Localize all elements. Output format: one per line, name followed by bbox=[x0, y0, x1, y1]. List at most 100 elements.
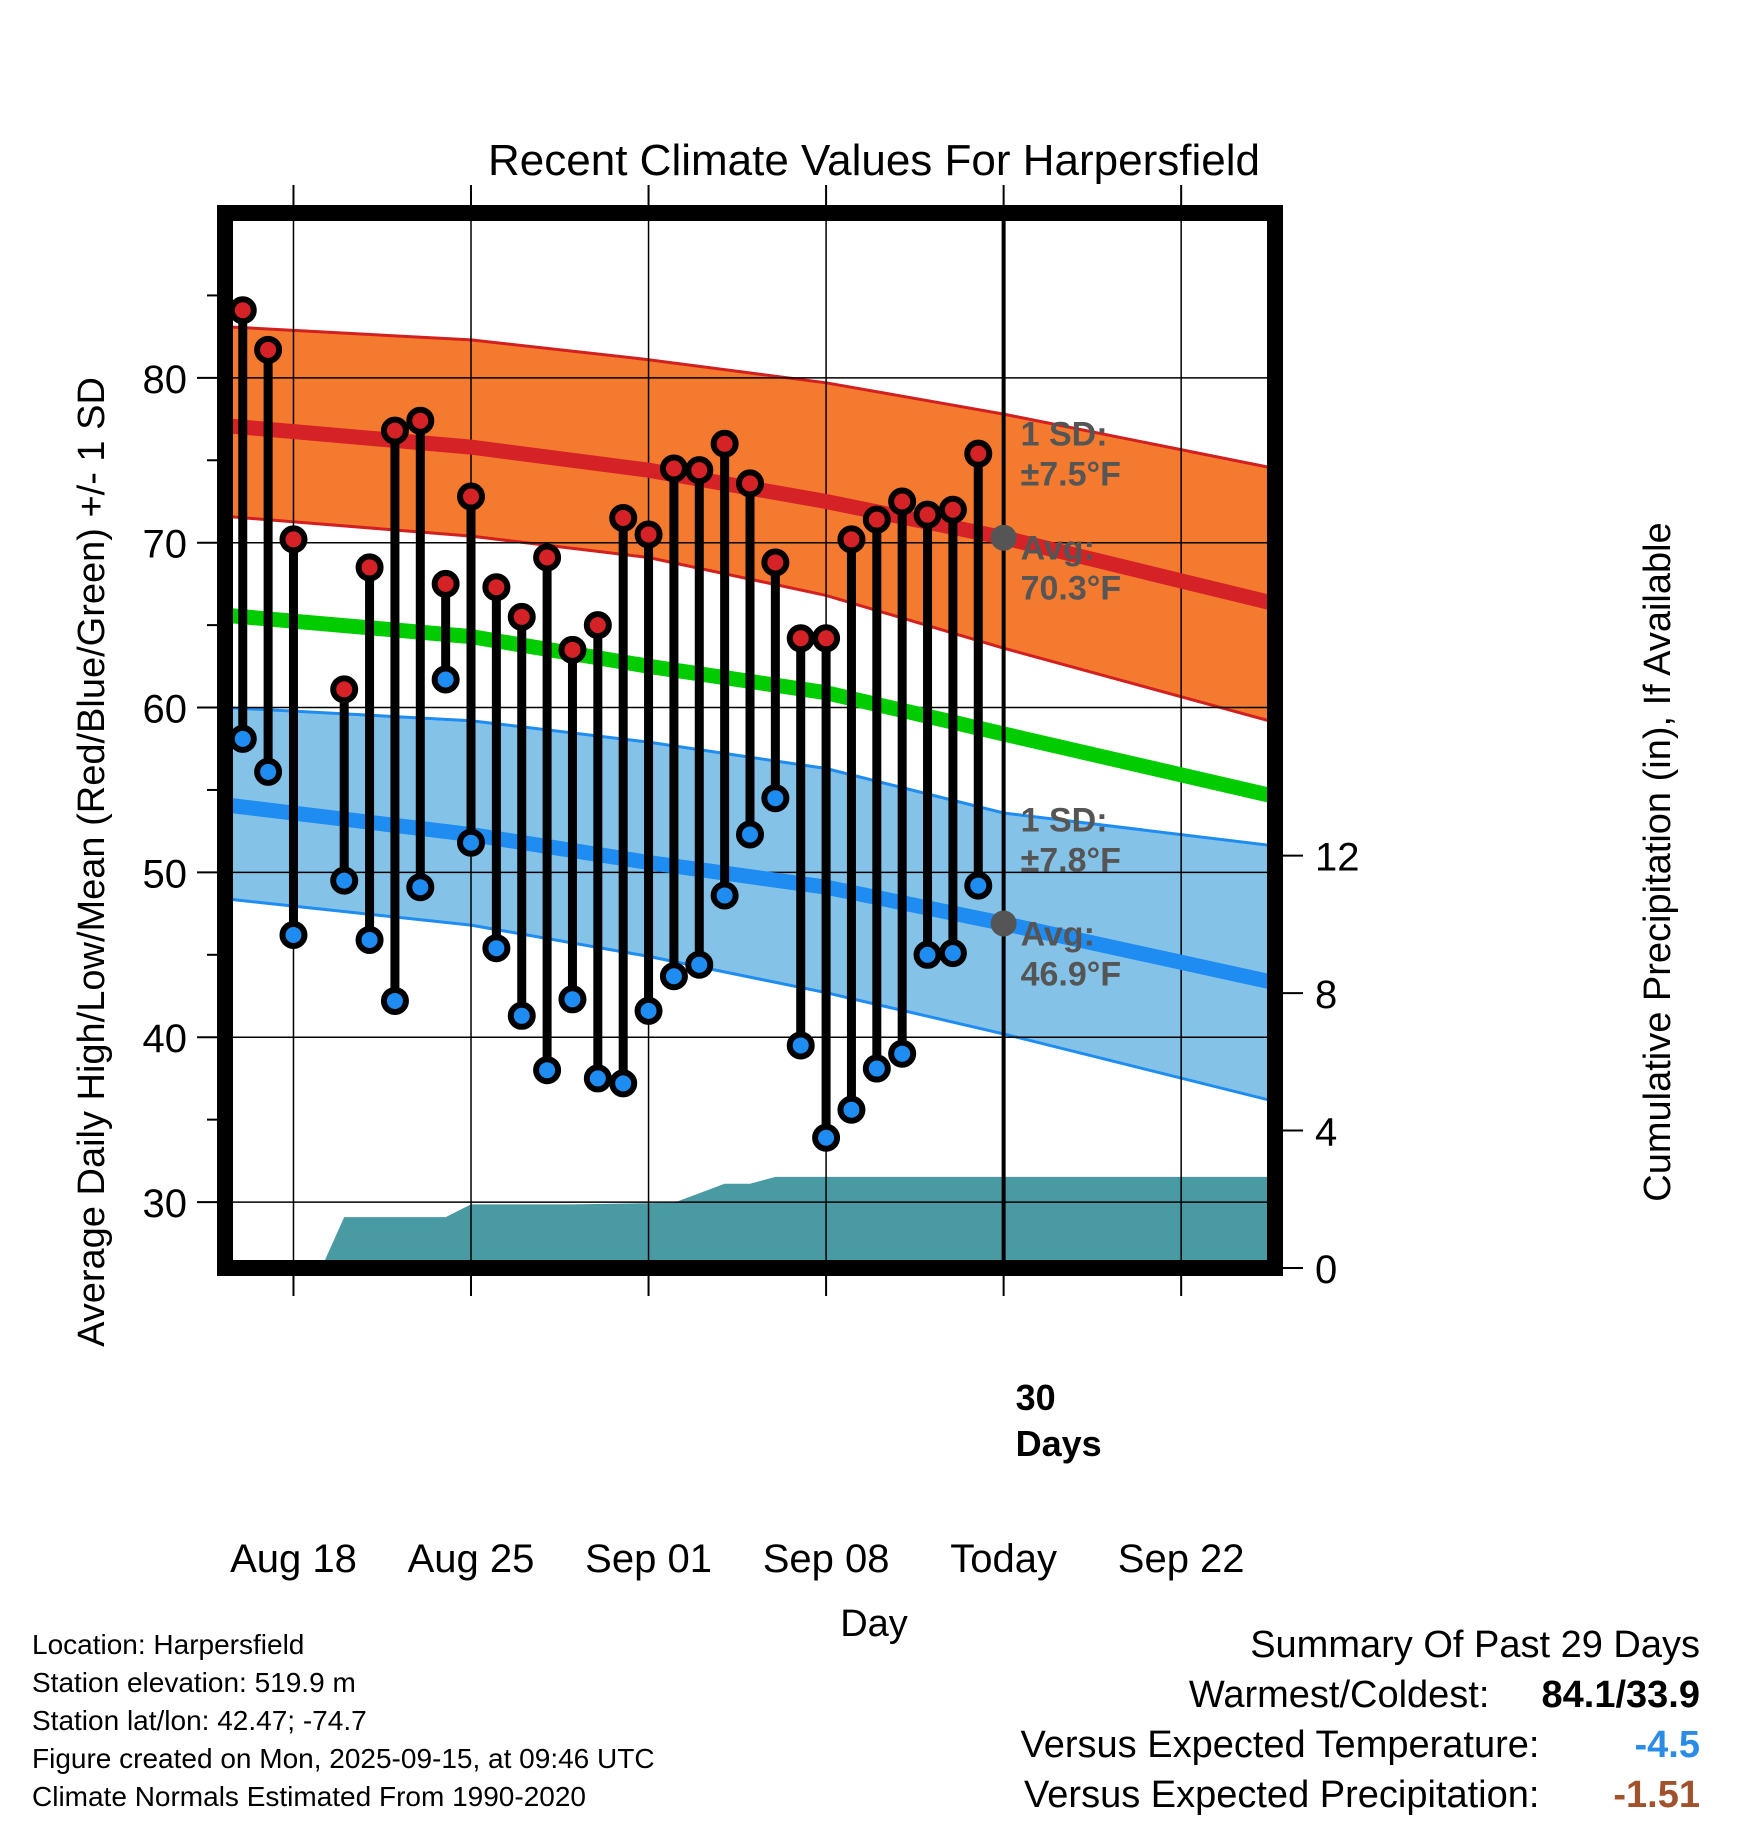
footer-created: Figure created on Mon, 2025-09-15, at 09… bbox=[32, 1743, 655, 1774]
obs-high-dot bbox=[964, 439, 993, 468]
x-tick-label: Sep 22 bbox=[1118, 1537, 1245, 1581]
plot-frame bbox=[217, 205, 1283, 1276]
x-tick-label: Aug 25 bbox=[408, 1537, 535, 1581]
obs-high-dot bbox=[558, 635, 587, 664]
y2-tick-label: 12 bbox=[1315, 836, 1360, 880]
obs-high-dot bbox=[330, 675, 359, 704]
obs-high-dot bbox=[457, 482, 486, 511]
obs-low-dot bbox=[659, 962, 688, 991]
obs-high-dot bbox=[254, 335, 283, 364]
x-tick-label: Sep 08 bbox=[763, 1537, 890, 1581]
obs-high-dot bbox=[355, 553, 384, 582]
y2-tick-label: 4 bbox=[1315, 1111, 1337, 1155]
high-sd-band-lower-edge bbox=[225, 514, 1275, 724]
obs-high-dot bbox=[837, 525, 866, 554]
obs-high-dot bbox=[533, 543, 562, 572]
y-tick-label: 50 bbox=[143, 852, 188, 896]
y-axis-label: Average Daily High/Low/Mean (Red/Blue/Gr… bbox=[71, 377, 113, 1347]
axes: 30 40 50 60 70 80 0 4 8 12 Aug 18 Aug 25 Sep 01 Sep 0… bbox=[143, 185, 1360, 1581]
obs-low-dot bbox=[355, 925, 384, 954]
low-sd-band bbox=[225, 707, 1275, 1102]
obs-high-dot bbox=[431, 569, 460, 598]
y2-tick-label: 8 bbox=[1315, 973, 1337, 1017]
summary-warmest-row: Warmest/Coldest: 84.1/33.9 bbox=[1021, 1670, 1700, 1720]
low-annotation-1: ±7.8°F bbox=[1021, 841, 1121, 879]
low-sd-band-lower-edge bbox=[225, 897, 1275, 1103]
y-tick-label: 80 bbox=[143, 358, 188, 402]
obs-high-dot bbox=[938, 495, 967, 524]
low-avg-marker bbox=[990, 910, 1017, 937]
obs-low-dot bbox=[761, 784, 790, 813]
obs-low-dot bbox=[685, 950, 714, 979]
high-annotation-3: 70.3°F bbox=[1021, 570, 1122, 608]
footer-normals: Climate Normals Estimated From 1990-2020 bbox=[32, 1781, 586, 1812]
obs-low-dot bbox=[786, 1031, 815, 1060]
footer-latlon: Station lat/lon: 42.47; -74.7 bbox=[32, 1705, 367, 1736]
obs-low-dot bbox=[431, 665, 460, 694]
obs-low-dot bbox=[837, 1095, 866, 1124]
high-annotation-2: Avg: bbox=[1021, 530, 1095, 568]
low-annotation-2: Avg: bbox=[1021, 915, 1095, 953]
obs-high-dot bbox=[812, 624, 841, 653]
chart-title: Recent Climate Values For Harpersfield bbox=[488, 136, 1260, 185]
plot-content bbox=[225, 213, 1275, 1268]
obs-low-dot bbox=[583, 1064, 612, 1093]
high-annotation-1: ±7.5°F bbox=[1021, 456, 1121, 494]
footer-location: Location: Harpersfield bbox=[32, 1629, 305, 1660]
obs-low-dot bbox=[406, 873, 435, 902]
obs-high-dot bbox=[609, 503, 638, 532]
obs-high-dot bbox=[659, 454, 688, 483]
obs-low-dot bbox=[938, 939, 967, 968]
obs-low-dot bbox=[558, 985, 587, 1014]
obs-low-dot bbox=[380, 986, 409, 1015]
obs-low-dot bbox=[812, 1123, 841, 1152]
y2-axis-label: Cumulative Precipitation (in), If Availa… bbox=[1637, 522, 1679, 1201]
obs-high-dot bbox=[685, 456, 714, 485]
x-tick-label: Aug 18 bbox=[230, 1537, 357, 1581]
obs-low-dot bbox=[228, 724, 257, 753]
mean-line bbox=[225, 607, 1275, 804]
obs-low-dot bbox=[609, 1069, 638, 1098]
summary-title: Summary Of Past 29 Days bbox=[1250, 1624, 1700, 1666]
obs-high-dot bbox=[862, 505, 891, 534]
y-tick-label: 70 bbox=[143, 523, 188, 567]
obs-high-dot bbox=[710, 429, 739, 458]
obs-low-dot bbox=[279, 921, 308, 950]
summary-warmest-value: 84.1/33.9 bbox=[1541, 1674, 1700, 1716]
obs-high-dot bbox=[888, 487, 917, 516]
obs-high-dot bbox=[634, 520, 663, 549]
obs-low-dot bbox=[888, 1039, 917, 1068]
obs-low-dot bbox=[634, 996, 663, 1025]
x-axis-label: Day bbox=[840, 1603, 908, 1645]
obs-low-dot bbox=[507, 1001, 536, 1030]
low-sd-band-upper-edge bbox=[225, 706, 1275, 848]
y-tick-label: 60 bbox=[143, 688, 188, 732]
obs-high-dot bbox=[761, 548, 790, 577]
obs-high-dot bbox=[507, 602, 536, 631]
obs-high-dot bbox=[913, 500, 942, 529]
y2-tick-label: 0 bbox=[1315, 1248, 1337, 1292]
footer-info: Location: Harpersfield Station elevation… bbox=[32, 1626, 655, 1816]
high-sd-band-upper-edge bbox=[225, 325, 1275, 470]
high-avg-marker bbox=[990, 524, 1017, 551]
precip-area bbox=[225, 1176, 1275, 1268]
obs-high-dot bbox=[406, 406, 435, 435]
summary-temp-label: Versus Expected Temperature: bbox=[1020, 1724, 1540, 1766]
summary-warmest-label: Warmest/Coldest: bbox=[1188, 1674, 1490, 1716]
low-annotation-0: 1 SD: bbox=[1021, 801, 1108, 839]
obs-low-dot bbox=[533, 1056, 562, 1085]
obs-low-dot bbox=[330, 866, 359, 895]
obs-low-dot bbox=[913, 940, 942, 969]
obs-low-dot bbox=[254, 757, 283, 786]
obs-low-dot bbox=[736, 820, 764, 849]
obs-high-dot bbox=[583, 611, 612, 640]
today-days-label: 30 bbox=[1016, 1377, 1056, 1418]
obs-low-dot bbox=[457, 828, 486, 857]
x-tick-label: Sep 01 bbox=[585, 1537, 712, 1581]
y-tick-label: 40 bbox=[143, 1017, 188, 1061]
obs-high-dot bbox=[380, 416, 409, 445]
obs-high-dot bbox=[786, 624, 815, 653]
summary-panel: Summary Of Past 29 Days Warmest/Coldest:… bbox=[1021, 1620, 1700, 1820]
